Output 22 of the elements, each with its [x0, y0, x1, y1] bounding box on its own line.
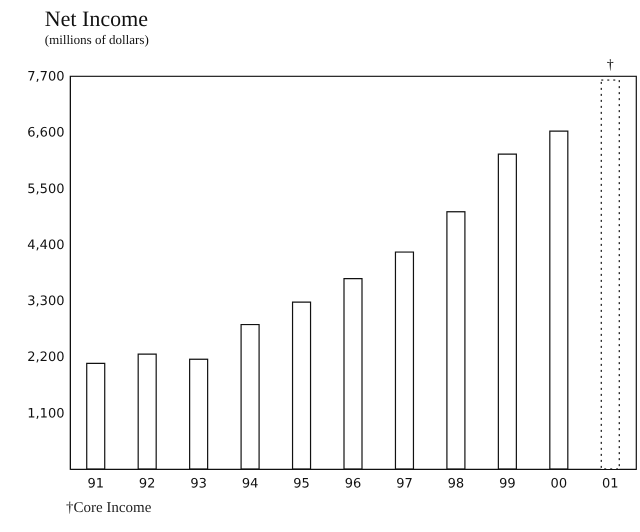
text: †Core Income: [66, 500, 152, 517]
x-tick-label: 92: [138, 476, 156, 492]
y-tick-label: 5,500: [27, 182, 64, 197]
x-tick-label: 94: [242, 476, 258, 492]
chart-subtitle: (millions of dollars): [44, 32, 149, 48]
x-tick-label: 01: [602, 476, 619, 492]
x-tick-label: 96: [344, 476, 362, 492]
y-tick-label: 3,300: [27, 294, 64, 310]
x-tick-label: 95: [293, 476, 310, 492]
y-tick-label: 1,100: [27, 406, 64, 422]
y-tick-label: 4,400: [27, 238, 64, 253]
annotation: †: [606, 58, 614, 74]
x-tick-label: 91: [87, 476, 104, 492]
x-tick-label: 98: [448, 476, 464, 492]
x-tick-label: 93: [190, 476, 207, 492]
x-tick-label: 99: [499, 476, 516, 492]
y-tick-label: 7,700: [27, 70, 64, 84]
x-tick-label: 00: [550, 476, 568, 492]
y-tick-label: 2,200: [27, 350, 64, 366]
x-tick-label: 97: [396, 476, 413, 492]
chart-title: Net Income: [44, 6, 148, 32]
y-tick-label: 6,600: [27, 126, 64, 141]
